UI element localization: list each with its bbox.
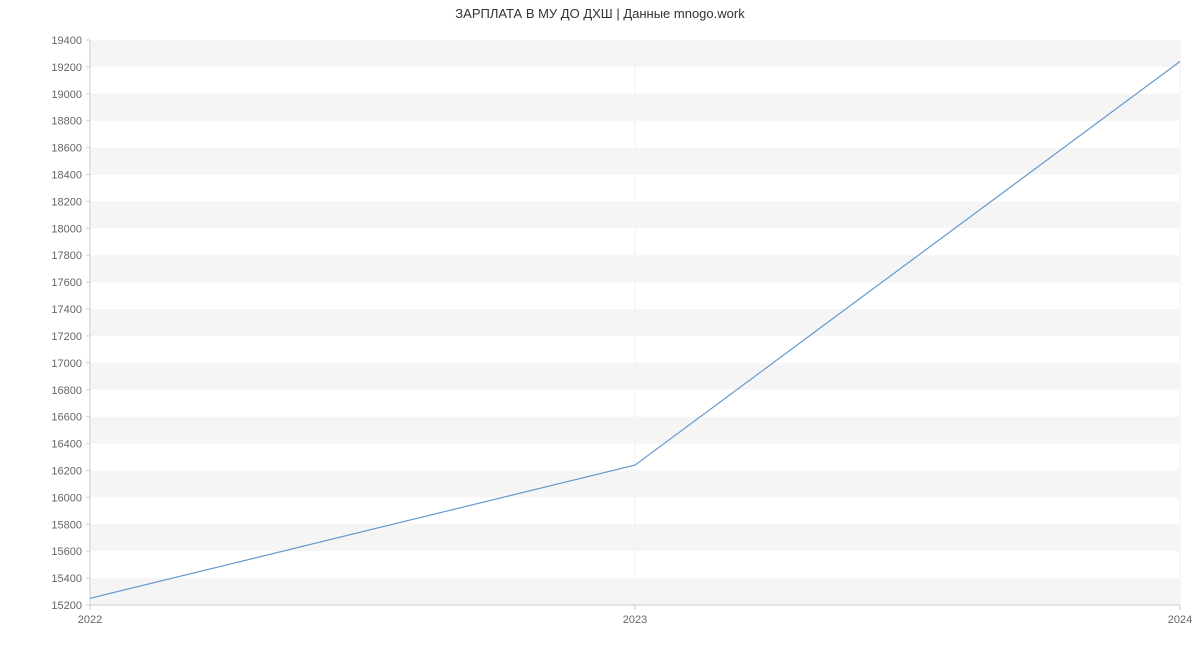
y-tick-label: 18000 xyxy=(51,223,82,235)
y-tick-label: 15800 xyxy=(51,519,82,531)
y-tick-label: 16400 xyxy=(51,439,82,451)
y-tick-label: 17600 xyxy=(51,277,82,289)
y-tick-label: 17200 xyxy=(51,331,82,343)
y-tick-label: 16000 xyxy=(51,492,82,504)
y-tick-label: 18600 xyxy=(51,143,82,155)
y-tick-label: 18800 xyxy=(51,116,82,128)
y-tick-label: 17400 xyxy=(51,304,82,316)
y-tick-label: 17800 xyxy=(51,250,82,262)
y-tick-label: 18200 xyxy=(51,196,82,208)
y-tick-label: 15600 xyxy=(51,546,82,558)
x-tick-label: 2023 xyxy=(623,614,647,626)
chart-svg: 15200 15400 15600 15800 16000 16200 16400 16600… xyxy=(0,0,1200,650)
y-tick-label: 15200 xyxy=(51,600,82,612)
y-tick-label: 16800 xyxy=(51,385,82,397)
y-tick-label: 19200 xyxy=(51,62,82,74)
y-tick-label: 16200 xyxy=(51,465,82,477)
y-tick-label: 18400 xyxy=(51,170,82,182)
x-tick-label: 2022 xyxy=(78,614,102,626)
y-tick-label: 19000 xyxy=(51,89,82,101)
y-tick-label: 15400 xyxy=(51,573,82,585)
y-tick-label: 17000 xyxy=(51,358,82,370)
salary-line-chart: ЗАРПЛАТА В МУ ДО ДХШ | Данные mnogo.work… xyxy=(0,0,1200,650)
y-tick-label: 16600 xyxy=(51,412,82,424)
x-tick-label: 2024 xyxy=(1168,614,1192,626)
y-tick-label: 19400 xyxy=(51,35,82,47)
